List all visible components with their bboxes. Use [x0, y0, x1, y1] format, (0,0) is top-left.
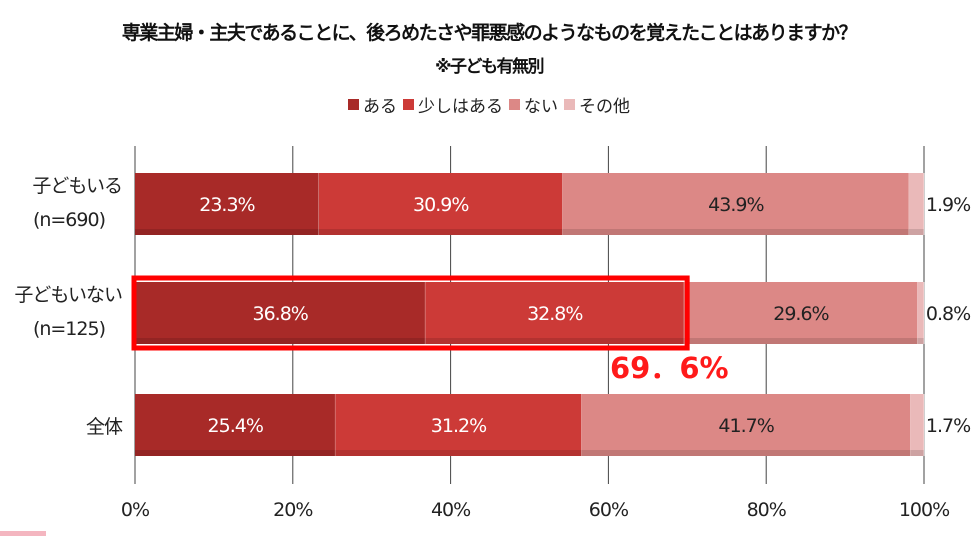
- data-label-1-2: 29.6%: [773, 303, 828, 325]
- bar-0-2: [562, 173, 910, 235]
- legend-item-2: ない: [509, 92, 558, 117]
- data-label-1-3: 0.8%: [926, 303, 970, 325]
- bar-shade-0-1: [318, 229, 563, 235]
- chart-title: 専業主婦・主夫であることに、後ろめたさや罪悪感のようなものを覚えたことはあります…: [121, 22, 858, 44]
- category-n-label-0: (n=690): [33, 209, 105, 231]
- legend-swatch-3: [564, 99, 575, 110]
- category-label-1: 子どもいない: [14, 284, 122, 306]
- corner-decoration: [0, 531, 46, 536]
- bar-shade-0-3: [909, 229, 924, 235]
- legend-swatch-1: [403, 99, 414, 110]
- data-label-0-0: 23.3%: [199, 194, 254, 216]
- bar-shade-1-1: [425, 338, 685, 344]
- x-tick-label-1: 20%: [273, 499, 312, 521]
- bar-2-2: [581, 394, 911, 456]
- bar-0-0: [135, 173, 319, 235]
- category-label-0: 子どもいる: [32, 175, 122, 197]
- data-label-2-1: 31.2%: [431, 415, 486, 437]
- bar-1-3: [917, 282, 924, 344]
- bar-shade-1-3: [917, 338, 924, 344]
- highlight-box: [131, 275, 690, 351]
- bar-shade-1-0: [135, 338, 426, 344]
- legend-label-1: 少しはある: [418, 97, 503, 117]
- data-label-2-2: 41.7%: [718, 415, 773, 437]
- bar-2-0: [135, 394, 336, 456]
- bar-1-0: [135, 282, 426, 344]
- bar-0-1: [318, 173, 563, 235]
- data-label-0-1: 30.9%: [413, 194, 468, 216]
- legend-label-2: ない: [524, 97, 558, 117]
- bar-2-3: [910, 394, 924, 456]
- data-label-1-1: 32.8%: [527, 303, 582, 325]
- bar-shade-2-2: [581, 450, 911, 456]
- data-label-0-3: 1.9%: [926, 194, 970, 216]
- legend-item-1: 少しはある: [403, 92, 503, 117]
- bar-shade-0-0: [135, 229, 319, 235]
- x-tick-label-3: 60%: [589, 499, 628, 521]
- legend-swatch-0: [348, 99, 359, 110]
- bar-0-3: [909, 173, 924, 235]
- bar-shade-0-2: [562, 229, 910, 235]
- legend-item-0: ある: [348, 92, 397, 117]
- x-tick-label-0: 0%: [121, 499, 149, 521]
- data-label-1-0: 36.8%: [252, 303, 307, 325]
- x-tick-label-2: 40%: [431, 499, 470, 521]
- data-label-2-0: 25.4%: [208, 415, 263, 437]
- legend: ある 少しはある ない その他: [0, 92, 978, 117]
- legend-label-3: その他: [579, 97, 630, 117]
- bar-shade-2-3: [910, 450, 924, 456]
- category-n-label-1: (n=125): [33, 318, 105, 340]
- bar-shade-1-2: [684, 338, 918, 344]
- category-label-2: 全体: [86, 416, 123, 438]
- legend-swatch-2: [509, 99, 520, 110]
- x-tick-label-5: 100%: [899, 499, 949, 521]
- bar-shade-2-1: [335, 450, 582, 456]
- data-label-0-2: 43.9%: [708, 194, 763, 216]
- legend-label-0: ある: [363, 97, 397, 117]
- chart-subtitle: ※子ども有無別: [434, 57, 545, 77]
- legend-item-3: その他: [564, 92, 630, 117]
- data-label-2-3: 1.7%: [926, 415, 970, 437]
- callout-total-label: 69．6%: [610, 351, 729, 385]
- bar-2-1: [335, 394, 582, 456]
- bar-1-2: [684, 282, 918, 344]
- x-tick-label-4: 80%: [747, 499, 786, 521]
- bar-1-1: [425, 282, 685, 344]
- bar-shade-2-0: [135, 450, 336, 456]
